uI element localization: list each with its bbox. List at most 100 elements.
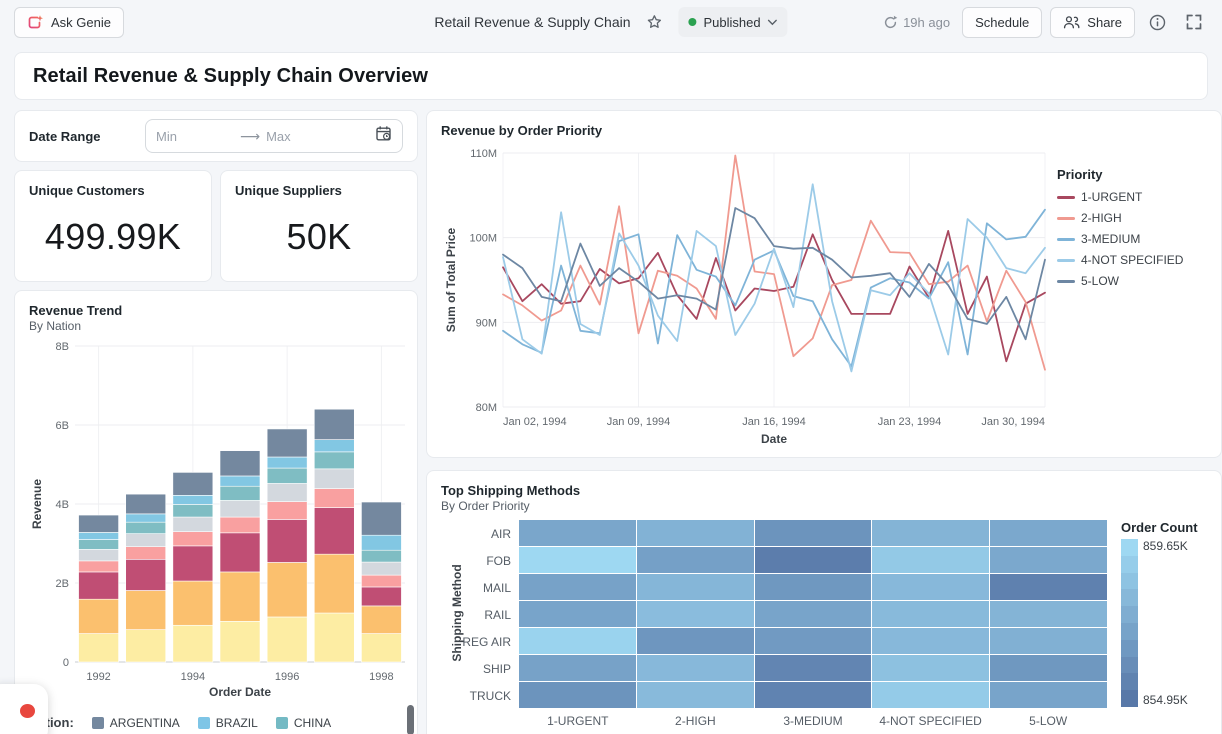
bar-segment [361, 574, 402, 588]
bar-segment [125, 533, 167, 547]
document-title: Retail Revenue & Supply Chain [434, 14, 631, 30]
heatmap-cell[interactable] [519, 601, 636, 627]
svg-text:1992: 1992 [86, 671, 110, 683]
heatmap-cell[interactable] [636, 601, 754, 627]
fullscreen-icon[interactable] [1180, 7, 1208, 37]
heatmap-cell[interactable] [872, 682, 990, 708]
heatmap-cell[interactable] [990, 574, 1107, 600]
bar-segment [78, 633, 119, 663]
legend-item[interactable]: 1-URGENT [1057, 190, 1207, 204]
heatmap-cell[interactable] [754, 655, 872, 681]
heatmap-cell[interactable] [990, 655, 1107, 681]
svg-text:1996: 1996 [275, 671, 299, 683]
heatmap-cell[interactable] [636, 547, 754, 573]
heatmap-cell[interactable] [519, 520, 636, 546]
refresh-status[interactable]: 19h ago [883, 15, 950, 30]
heatmap-cell[interactable] [990, 520, 1107, 546]
line-series [502, 230, 1046, 363]
bar-segment [313, 408, 355, 440]
heatmap-color-scale: Order Count 859.65K 854.95K [1107, 520, 1207, 709]
legend-title: Priority [1057, 167, 1103, 182]
legend-item[interactable]: CHINA [275, 716, 331, 730]
revenue-trend-stacked-bar-chart[interactable]: 0 2B 4B 6B 8B 1992 1994 1996 1998 Order Date Reven… [29, 338, 405, 706]
heatmap-cell[interactable] [990, 628, 1107, 654]
priority-legend: Priority 1-URGENT 2-HIGH 3-MEDIUM 4-NOT SPE… [1057, 139, 1207, 447]
heatmap-cell[interactable] [636, 520, 754, 546]
heatmap-cell[interactable] [519, 682, 636, 708]
publish-status-dropdown[interactable]: Published [678, 7, 788, 37]
heatmap-cell[interactable] [636, 574, 754, 600]
heatmap-y-axis-title: Shipping Method [450, 564, 464, 662]
kpi-label: Unique Suppliers [235, 183, 342, 198]
date-range-input[interactable]: ⟶ [145, 119, 403, 153]
heatmap-column-label: 5-LOW [1029, 714, 1068, 728]
color-scale-title: Order Count [1121, 520, 1198, 535]
bar-segment [313, 612, 355, 663]
top-bar: Ask Genie Retail Revenue & Supply Chain … [0, 0, 1222, 44]
date-range-label: Date Range [29, 128, 101, 144]
vertical-scrollbar-thumb[interactable] [407, 705, 414, 734]
heatmap-cell[interactable] [872, 628, 990, 654]
bar-segment [361, 501, 402, 536]
heatmap-cell[interactable] [872, 574, 990, 600]
heatmap-cell[interactable] [519, 547, 636, 573]
heatmap-cell[interactable] [754, 520, 872, 546]
legend-item[interactable]: 2-HIGH [1057, 211, 1207, 225]
legend-item[interactable]: 5-LOW [1057, 274, 1207, 288]
bar-segment [125, 521, 167, 534]
bar-segment [313, 439, 355, 453]
svg-text:6B: 6B [56, 420, 69, 432]
heatmap-cell[interactable] [519, 655, 636, 681]
heatmap-cell[interactable] [636, 628, 754, 654]
legend-item[interactable]: 3-MEDIUM [1057, 232, 1207, 246]
date-min-input[interactable] [156, 128, 234, 144]
ask-genie-button[interactable]: Ask Genie [14, 6, 124, 38]
heatmap-column-label: 3-MEDIUM [783, 714, 843, 728]
bar-segment [78, 549, 119, 562]
heatmap-cell[interactable] [872, 547, 990, 573]
heatmap-cell[interactable] [754, 574, 872, 600]
bar-segment [219, 485, 261, 501]
bar-segment [219, 516, 261, 534]
heatmap-cell[interactable] [990, 547, 1107, 573]
calendar-icon[interactable] [375, 125, 392, 147]
bar-segment [125, 546, 167, 560]
heatmap-cell[interactable] [754, 601, 872, 627]
heatmap-cell[interactable] [754, 628, 872, 654]
date-max-input[interactable] [266, 128, 345, 144]
heatmap-cell[interactable] [872, 601, 990, 627]
heatmap-cell[interactable] [754, 682, 872, 708]
bar-segment [78, 598, 119, 634]
bar-segment [219, 621, 261, 663]
heatmap-row-label: SHIP [482, 661, 511, 676]
heatmap-cell[interactable] [636, 655, 754, 681]
legend-item[interactable]: 4-NOT SPECIFIED [1057, 253, 1207, 267]
info-icon[interactable] [1143, 7, 1172, 37]
share-button[interactable]: Share [1050, 6, 1135, 38]
legend-item[interactable]: BRAZIL [197, 716, 258, 730]
bar-segment [78, 560, 119, 573]
heatmap-cell[interactable] [990, 682, 1107, 708]
svg-text:80M: 80M [476, 402, 497, 414]
heatmap-cell[interactable] [519, 628, 636, 654]
heatmap-column-label: 2-HIGH [675, 714, 716, 728]
bar-segment [313, 488, 355, 508]
svg-text:Jan 16, 1994: Jan 16, 1994 [742, 416, 806, 428]
heatmap-grid[interactable] [519, 520, 1107, 709]
heatmap-cell[interactable] [636, 682, 754, 708]
bar-segment [266, 483, 308, 502]
heatmap-cell[interactable] [872, 655, 990, 681]
bar-segment [313, 468, 355, 489]
heatmap-cell[interactable] [519, 574, 636, 600]
heatmap-cell[interactable] [754, 547, 872, 573]
legend-item[interactable]: ARGENTINA [91, 716, 180, 730]
revenue-by-priority-line-chart[interactable]: Jan 02, 1994 Jan 09, 1994 Jan 16, 1994 Jan … [441, 139, 1057, 447]
svg-text:Date: Date [761, 432, 787, 446]
floating-indicator[interactable] [0, 684, 48, 734]
heatmap-cell[interactable] [990, 601, 1107, 627]
favorite-star-icon[interactable] [641, 7, 669, 37]
heatmap-cell[interactable] [872, 520, 990, 546]
kpi-value: 50K [286, 216, 352, 257]
dashboard-canvas: Retail Revenue & Supply Chain Overview D… [0, 44, 1222, 734]
schedule-button[interactable]: Schedule [962, 6, 1043, 38]
